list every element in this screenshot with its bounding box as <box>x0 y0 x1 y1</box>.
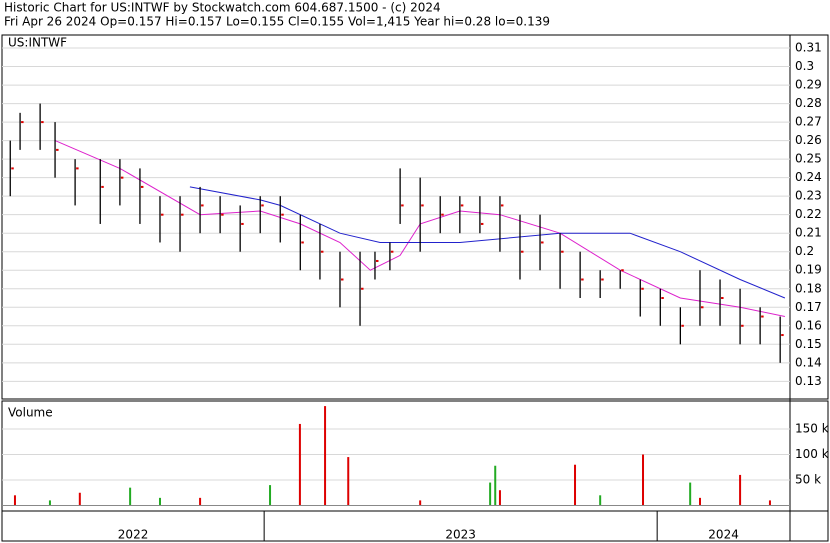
close-mark <box>201 204 204 207</box>
volume-bar <box>689 482 692 506</box>
close-mark <box>700 306 704 309</box>
y-tick-label: 0.29 <box>795 78 822 92</box>
volume-label: Volume <box>8 406 53 420</box>
y-tick-label: 0.3 <box>795 59 814 73</box>
close-mark <box>41 121 44 124</box>
volume-bar <box>698 497 701 506</box>
volume-bar <box>574 464 577 506</box>
close-mark <box>601 278 604 281</box>
close-mark <box>681 324 684 327</box>
y-tick-label: 0.24 <box>795 170 822 184</box>
close-mark <box>120 176 124 179</box>
close-mark <box>541 241 544 244</box>
volume-bar <box>158 497 161 506</box>
close-mark <box>320 250 324 253</box>
y-tick-label: 0.26 <box>795 133 822 147</box>
y-tick-label: 0.18 <box>795 281 822 295</box>
close-mark <box>160 213 164 216</box>
close-mark <box>221 213 224 216</box>
y-tick-label: 0.13 <box>795 374 822 388</box>
x-period-label: 2023 <box>445 528 476 542</box>
close-mark <box>460 204 464 207</box>
volume-bar <box>489 482 492 506</box>
close-mark <box>421 204 424 207</box>
y-tick-label: 0.27 <box>795 115 822 129</box>
volume-bar <box>78 492 81 506</box>
y-tick-label: 0.23 <box>795 189 822 203</box>
time-frame <box>1 510 829 542</box>
close-mark <box>11 167 14 170</box>
y-tick-label: 0.21 <box>795 226 822 240</box>
y-tick-label: 0.19 <box>795 263 822 277</box>
volume-bar <box>129 487 132 506</box>
volume-bar <box>48 500 51 506</box>
header-quote: Fri Apr 26 2024 Op=0.157 Hi=0.157 Lo=0.1… <box>4 15 550 29</box>
y-tick-label: 0.17 <box>795 300 822 314</box>
volume-bar <box>347 457 350 506</box>
close-mark <box>76 167 79 170</box>
close-mark <box>441 213 444 216</box>
volume-bar <box>642 454 645 506</box>
moving-average <box>54 140 786 317</box>
volume-bar <box>739 474 742 506</box>
close-mark <box>56 148 59 151</box>
close-mark <box>480 222 484 225</box>
close-mark <box>140 185 144 188</box>
volume-bar <box>199 497 202 506</box>
price-label: US:INTWF <box>8 36 67 50</box>
volume-bar <box>13 495 16 506</box>
close-mark <box>21 121 24 124</box>
y-tick-label: 50 k <box>795 473 821 487</box>
y-tick-label: 100 k <box>795 447 829 461</box>
close-mark <box>561 250 564 253</box>
close-mark <box>340 278 344 281</box>
y-tick-label: 0.14 <box>795 355 822 369</box>
x-period-label: 2024 <box>708 528 739 542</box>
volume-bar <box>494 465 497 506</box>
moving-average <box>189 186 786 299</box>
close-mark <box>661 297 664 300</box>
close-mark <box>621 269 624 272</box>
volume-bar <box>269 485 272 506</box>
y-tick-label: 0.25 <box>795 152 822 166</box>
volume-bar <box>298 423 301 506</box>
y-tick-label: 0.16 <box>795 318 822 332</box>
y-tick-label: 0.2 <box>795 244 814 258</box>
y-tick-label: 150 k <box>795 422 829 436</box>
close-mark <box>241 222 244 225</box>
close-mark <box>181 213 184 216</box>
close-mark <box>781 334 784 337</box>
price-frame <box>1 34 829 400</box>
close-mark <box>500 204 504 207</box>
close-mark <box>581 278 584 281</box>
close-mark <box>401 204 404 207</box>
close-mark <box>520 250 524 253</box>
x-period-label: 2022 <box>118 528 149 542</box>
volume-bar <box>419 500 422 506</box>
y-tick-label: 0.22 <box>795 207 822 221</box>
close-mark <box>101 185 104 188</box>
close-mark <box>281 213 284 216</box>
close-mark <box>641 287 644 290</box>
close-mark <box>301 241 304 244</box>
close-mark <box>261 204 264 207</box>
volume-bar <box>498 490 501 506</box>
close-mark <box>390 250 394 253</box>
close-mark <box>741 324 744 327</box>
close-mark <box>761 315 764 318</box>
close-mark <box>721 297 724 300</box>
y-tick-label: 0.31 <box>795 41 822 55</box>
volume-bar <box>768 500 771 506</box>
close-mark <box>361 287 364 290</box>
close-mark <box>375 259 379 262</box>
volume-bar <box>599 495 602 506</box>
y-tick-label: 0.28 <box>795 96 822 110</box>
header-title: Historic Chart for US:INTWF by Stockwatc… <box>4 1 441 15</box>
y-tick-label: 0.15 <box>795 337 822 351</box>
volume-bar <box>324 406 327 506</box>
